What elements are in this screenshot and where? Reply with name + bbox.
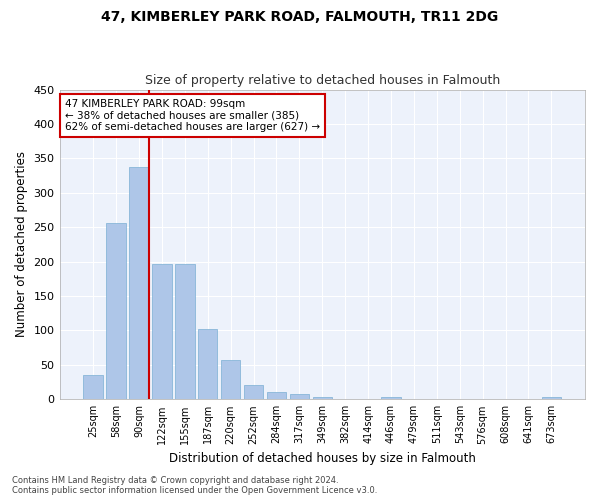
Text: 47 KIMBERLEY PARK ROAD: 99sqm
← 38% of detached houses are smaller (385)
62% of : 47 KIMBERLEY PARK ROAD: 99sqm ← 38% of d… [65, 99, 320, 132]
Y-axis label: Number of detached properties: Number of detached properties [15, 152, 28, 338]
Bar [313, 397, 332, 400]
Text: 47, KIMBERLEY PARK ROAD, FALMOUTH, TR11 2DG: 47, KIMBERLEY PARK ROAD, FALMOUTH, TR11 … [101, 10, 499, 24]
Bar [381, 396, 401, 400]
Bar [198, 329, 217, 400]
Text: Contains HM Land Registry data © Crown copyright and database right 2024.
Contai: Contains HM Land Registry data © Crown c… [12, 476, 377, 495]
Title: Size of property relative to detached houses in Falmouth: Size of property relative to detached ho… [145, 74, 500, 87]
Bar [335, 398, 355, 400]
Bar [129, 168, 149, 400]
Bar [83, 374, 103, 400]
Bar [152, 264, 172, 400]
Bar [175, 264, 194, 400]
Bar [267, 392, 286, 400]
Bar [542, 396, 561, 400]
Bar [106, 223, 126, 400]
X-axis label: Distribution of detached houses by size in Falmouth: Distribution of detached houses by size … [169, 452, 476, 465]
Bar [290, 394, 309, 400]
Bar [221, 360, 241, 400]
Bar [244, 385, 263, 400]
